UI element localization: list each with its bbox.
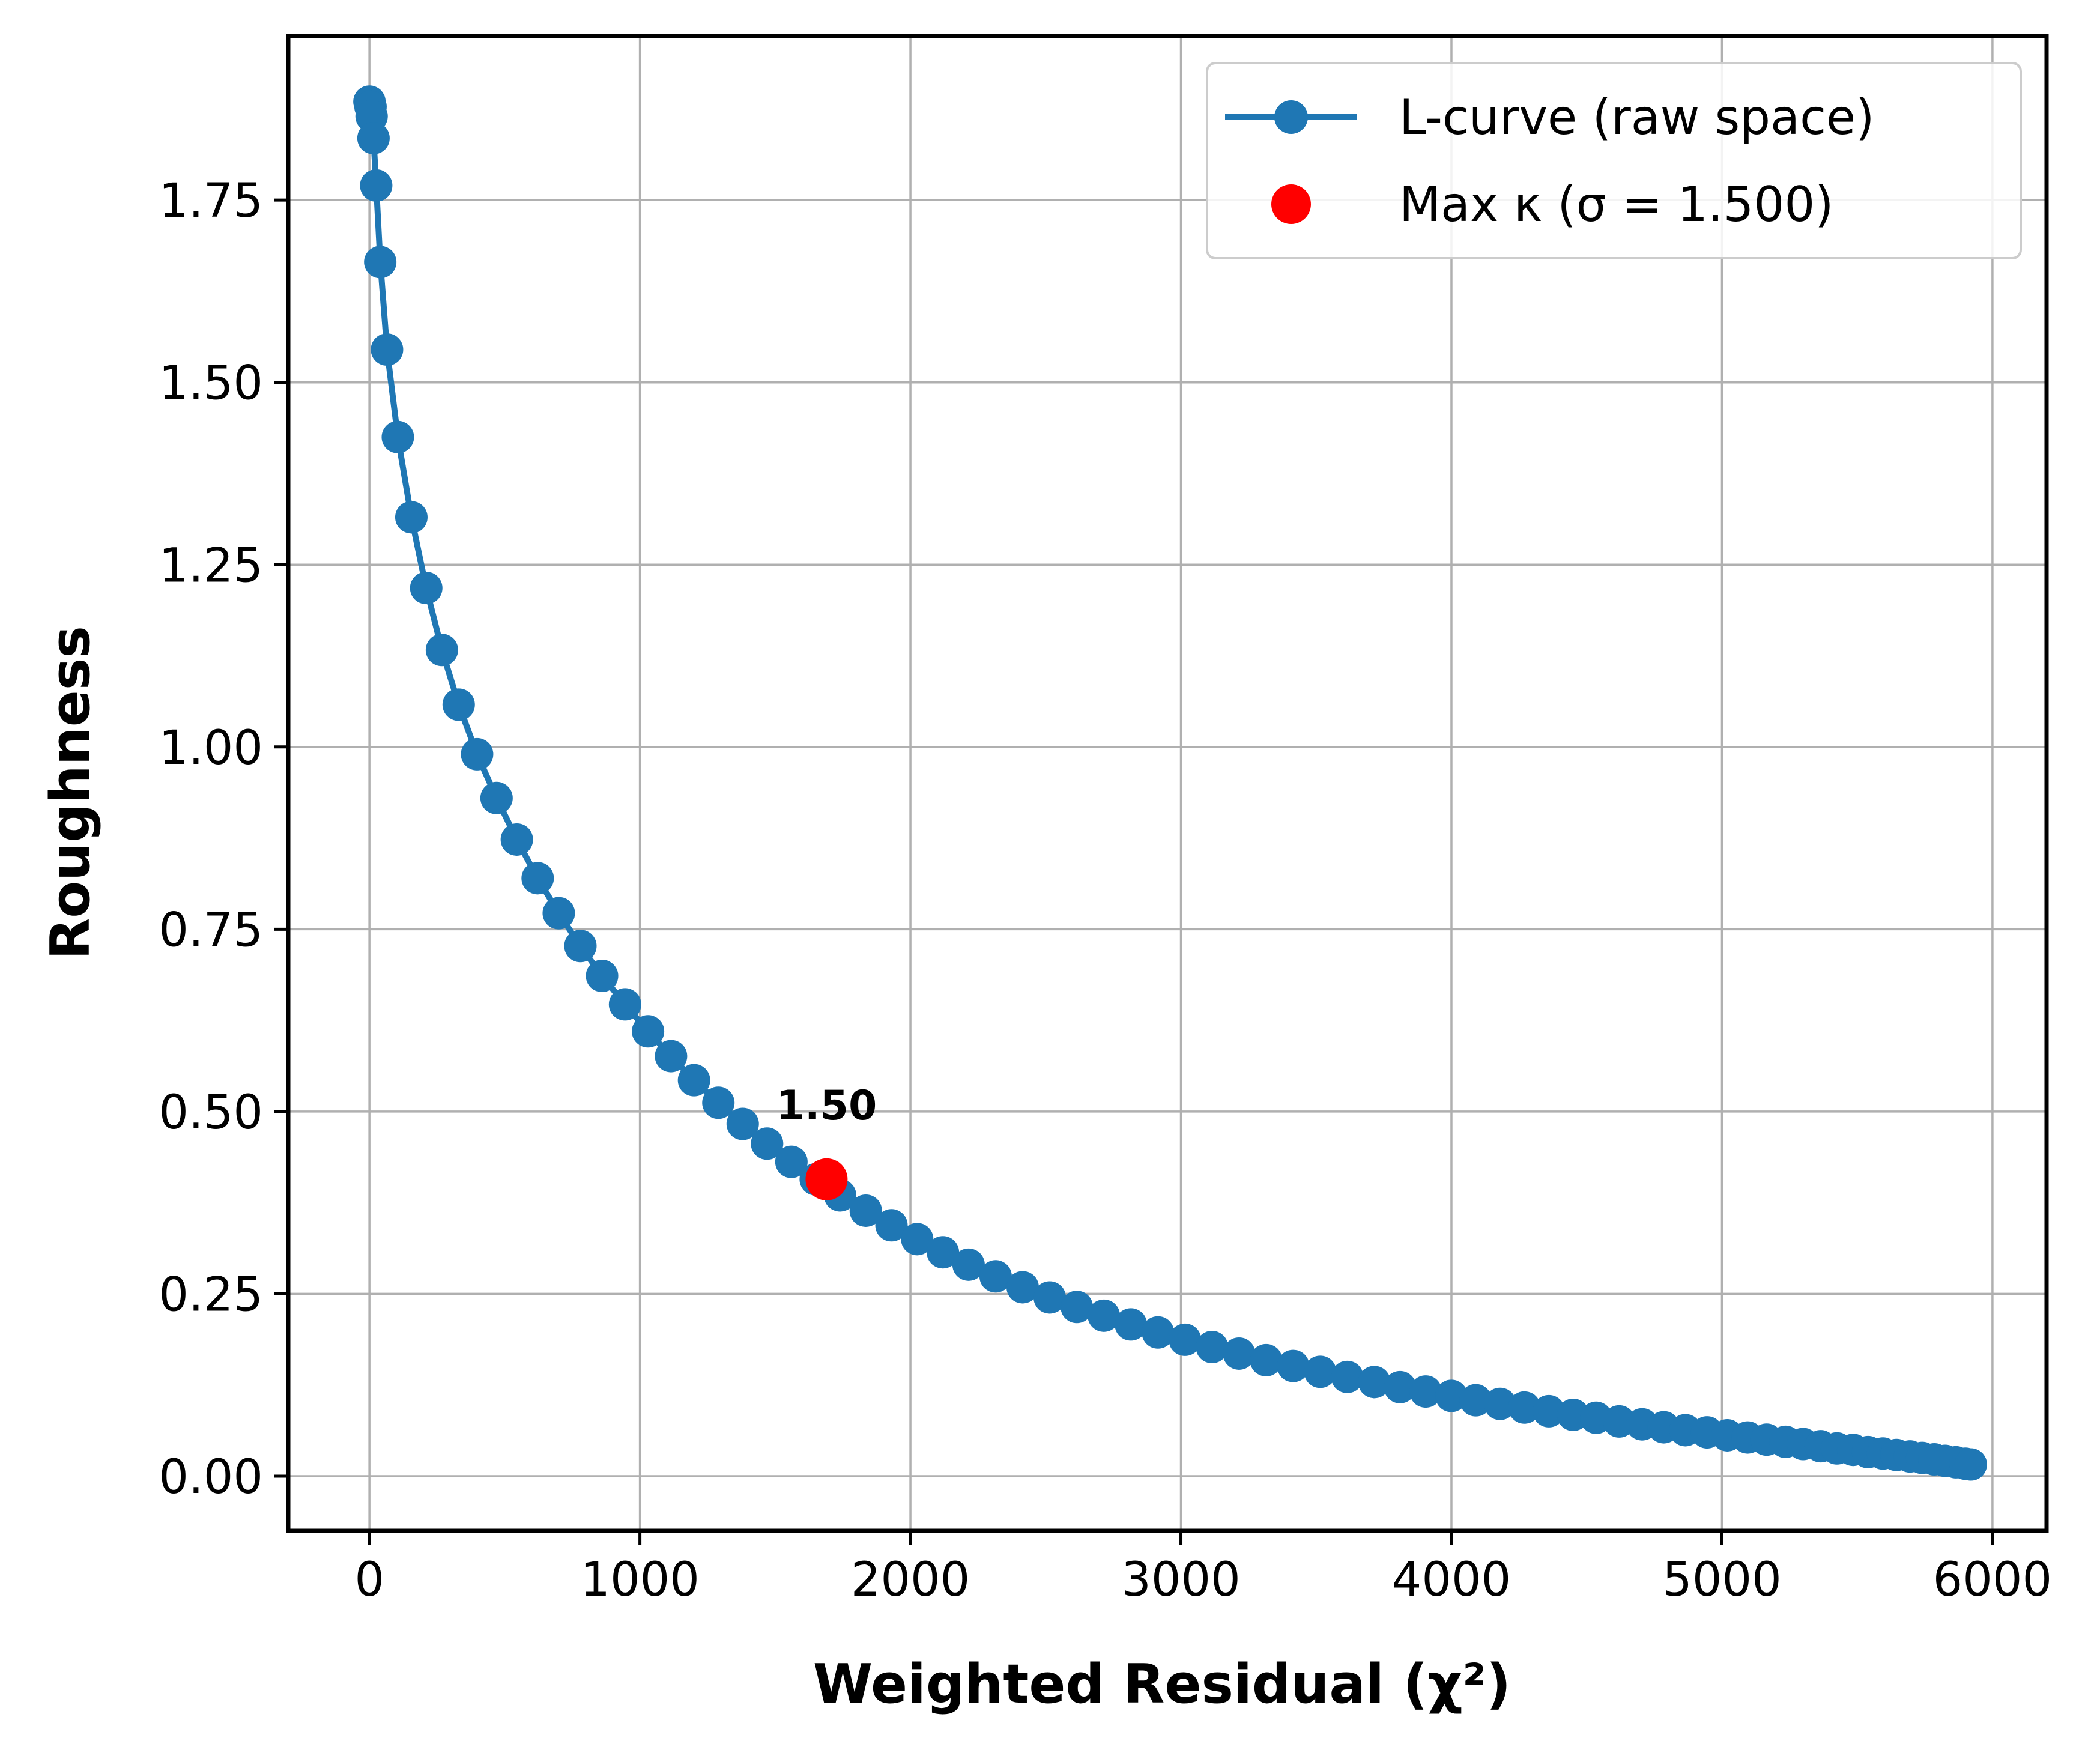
l-curve-point [979,1260,1012,1293]
y-tick-label: 1.25 [159,539,263,593]
max-curvature-annotation: 1.50 [776,1082,877,1130]
l-curve-point [1358,1366,1391,1399]
l-curve-point [726,1107,759,1140]
y-tick-label: 0.50 [159,1086,263,1140]
l-curve-point [655,1040,688,1073]
l-curve-point [371,333,404,366]
l-curve-point [751,1127,784,1160]
x-tick-label: 6000 [1933,1553,2053,1607]
l-curve-point [1061,1291,1094,1324]
legend-marker-swatch [1274,100,1308,134]
l-curve-point [521,862,554,895]
l-curve-point [677,1064,710,1097]
y-tick-label: 1.75 [159,174,263,228]
l-curve-point [1304,1355,1337,1388]
x-tick-label: 5000 [1662,1553,1782,1607]
legend-label-l-curve: L-curve (raw space) [1399,89,1874,145]
l-curve-point [702,1086,735,1119]
y-axis-title: Roughness [39,626,102,960]
y-axis-ticks: 0.00 0.25 0.50 0.75 1.00 1.25 1.50 1.75 [159,174,288,1504]
l-curve-point [1409,1375,1442,1408]
l-curve-point [849,1194,882,1227]
l-curve-point [395,501,428,534]
x-tick-label: 2000 [851,1553,970,1607]
y-tick-label: 1.00 [159,721,263,775]
x-tick-label: 3000 [1121,1553,1241,1607]
x-tick-label: 1000 [580,1553,700,1607]
l-curve-point [1033,1281,1067,1314]
legend-label-max-kappa: Max κ (σ = 1.500) [1399,177,1833,232]
x-axis-ticks: 0 1000 2000 3000 4000 5000 6000 [354,1531,2052,1607]
y-tick-label: 0.75 [159,903,263,957]
legend-highlight-swatch [1271,184,1311,224]
legend-box [1206,62,2022,259]
l-curve-point [927,1236,960,1269]
l-curve-point [775,1145,808,1178]
l-curve-point [542,897,575,930]
l-curve-point [1115,1308,1148,1341]
l-curve-point [901,1223,934,1256]
l-curve-point [1384,1370,1417,1403]
l-curve-point [364,246,397,279]
l-curve-point [1142,1316,1175,1349]
l-curve-point [608,988,641,1021]
l-curve-point [1508,1391,1541,1424]
l-curve-point [1484,1387,1517,1420]
max-curvature-point [805,1158,848,1200]
x-tick-label: 4000 [1392,1553,1511,1607]
l-curve-point [410,572,443,605]
l-curve-point [442,688,475,721]
y-tick-label: 1.50 [159,357,263,411]
l-curve-point [425,634,458,667]
l-curve-point [360,169,393,202]
l-curve-point [632,1015,665,1048]
l-curve-point [952,1248,985,1281]
l-curve-point [1223,1337,1256,1370]
l-curve-point [1533,1394,1566,1428]
l-curve-markers [353,85,1987,1481]
plot-frame [286,34,2049,1533]
l-curve-point [461,737,494,771]
l-curve-point [1196,1331,1229,1364]
l-curve-point [875,1209,908,1242]
l-curve-point [357,121,390,154]
l-curve-point [1459,1384,1492,1417]
l-curve-point [1088,1299,1121,1332]
l-curve-point [1006,1271,1039,1304]
l-curve-point [586,960,619,993]
max-curvature-group: 1.50 [776,1082,877,1200]
y-tick-label: 0.00 [159,1450,263,1504]
l-curve-point [1169,1323,1202,1356]
x-axis-title: Weighted Residual (χ²) [813,1653,1511,1716]
grid-lines [288,36,2047,1531]
l-curve-point [1331,1360,1364,1393]
y-tick-label: 0.25 [159,1268,263,1322]
l-curve-point [1250,1343,1283,1376]
l-curve-point [564,930,597,963]
l-curve-point [1435,1379,1468,1412]
l-curve-point [381,420,414,453]
l-curve-point [1277,1349,1310,1382]
l-curve-point [1954,1448,1987,1481]
l-curve-point [480,781,513,814]
l-curve-point [500,823,533,856]
x-tick-label: 0 [354,1553,384,1607]
legend: L-curve (raw space) Max κ (σ = 1.500) [1206,62,2022,259]
